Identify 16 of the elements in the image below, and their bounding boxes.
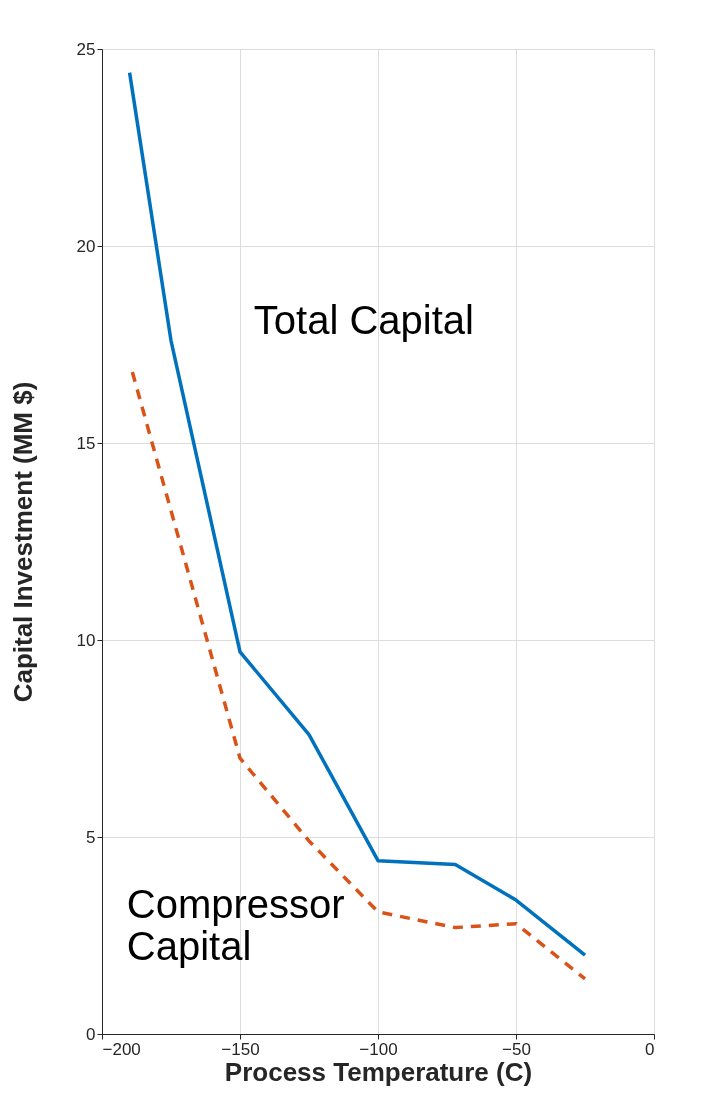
y-tick-label: 25	[76, 39, 96, 59]
annotation: Compressor Capital	[126, 881, 345, 968]
line-series	[130, 370, 587, 981]
y-tick-label: 0	[86, 1024, 96, 1044]
x-tick-label: −150	[221, 1039, 260, 1059]
y-tick-label: 10	[76, 630, 96, 650]
y-tick-label: 5	[86, 827, 96, 847]
y-tick-label: 15	[76, 433, 96, 453]
annotation: Total Capital	[253, 297, 474, 342]
x-tick-label: −50	[502, 1039, 531, 1059]
x-tick-label: −200	[102, 1039, 141, 1059]
x-tick-label: −100	[359, 1039, 398, 1059]
y-axis-title: Capital Investment (MM $)	[7, 381, 38, 703]
x-axis-title: Process Temperature (C)	[224, 1056, 533, 1087]
x-tick-label: 0	[645, 1039, 655, 1059]
y-tick-label: 20	[76, 236, 96, 256]
